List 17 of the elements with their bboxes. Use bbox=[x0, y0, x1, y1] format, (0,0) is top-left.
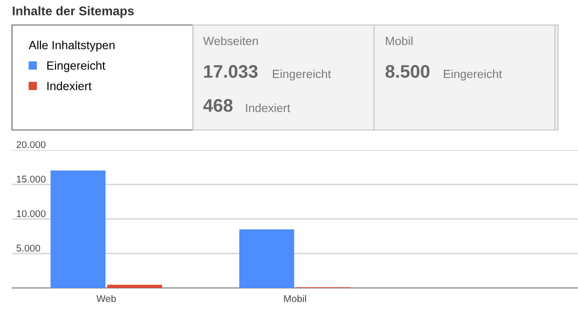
text: 8.500 bbox=[386, 65, 430, 78]
text: Eingereicht bbox=[444, 70, 502, 81]
text: Indexiert bbox=[246, 104, 290, 112]
y-tick-label: 15.000 bbox=[16, 176, 46, 183]
text: Webseiten bbox=[203, 36, 258, 46]
chart-title: Inhalte der Sitemaps bbox=[12, 6, 134, 18]
y-tick-label: 10.000 bbox=[16, 210, 46, 218]
y-tick-label: 5.000 bbox=[16, 244, 40, 252]
legend-title: Alle Inhaltstypen bbox=[28, 40, 114, 52]
text: Eingereicht bbox=[272, 70, 331, 81]
legend-label: Eingereicht bbox=[47, 61, 106, 72]
text: Mobil bbox=[386, 36, 412, 46]
y-tick-label: 20.000 bbox=[16, 141, 46, 148]
text: 17.033 bbox=[204, 65, 258, 78]
legend-label: Indexiert bbox=[47, 82, 92, 90]
x-tick-label: Web bbox=[96, 294, 116, 302]
text: 468 bbox=[203, 99, 233, 112]
